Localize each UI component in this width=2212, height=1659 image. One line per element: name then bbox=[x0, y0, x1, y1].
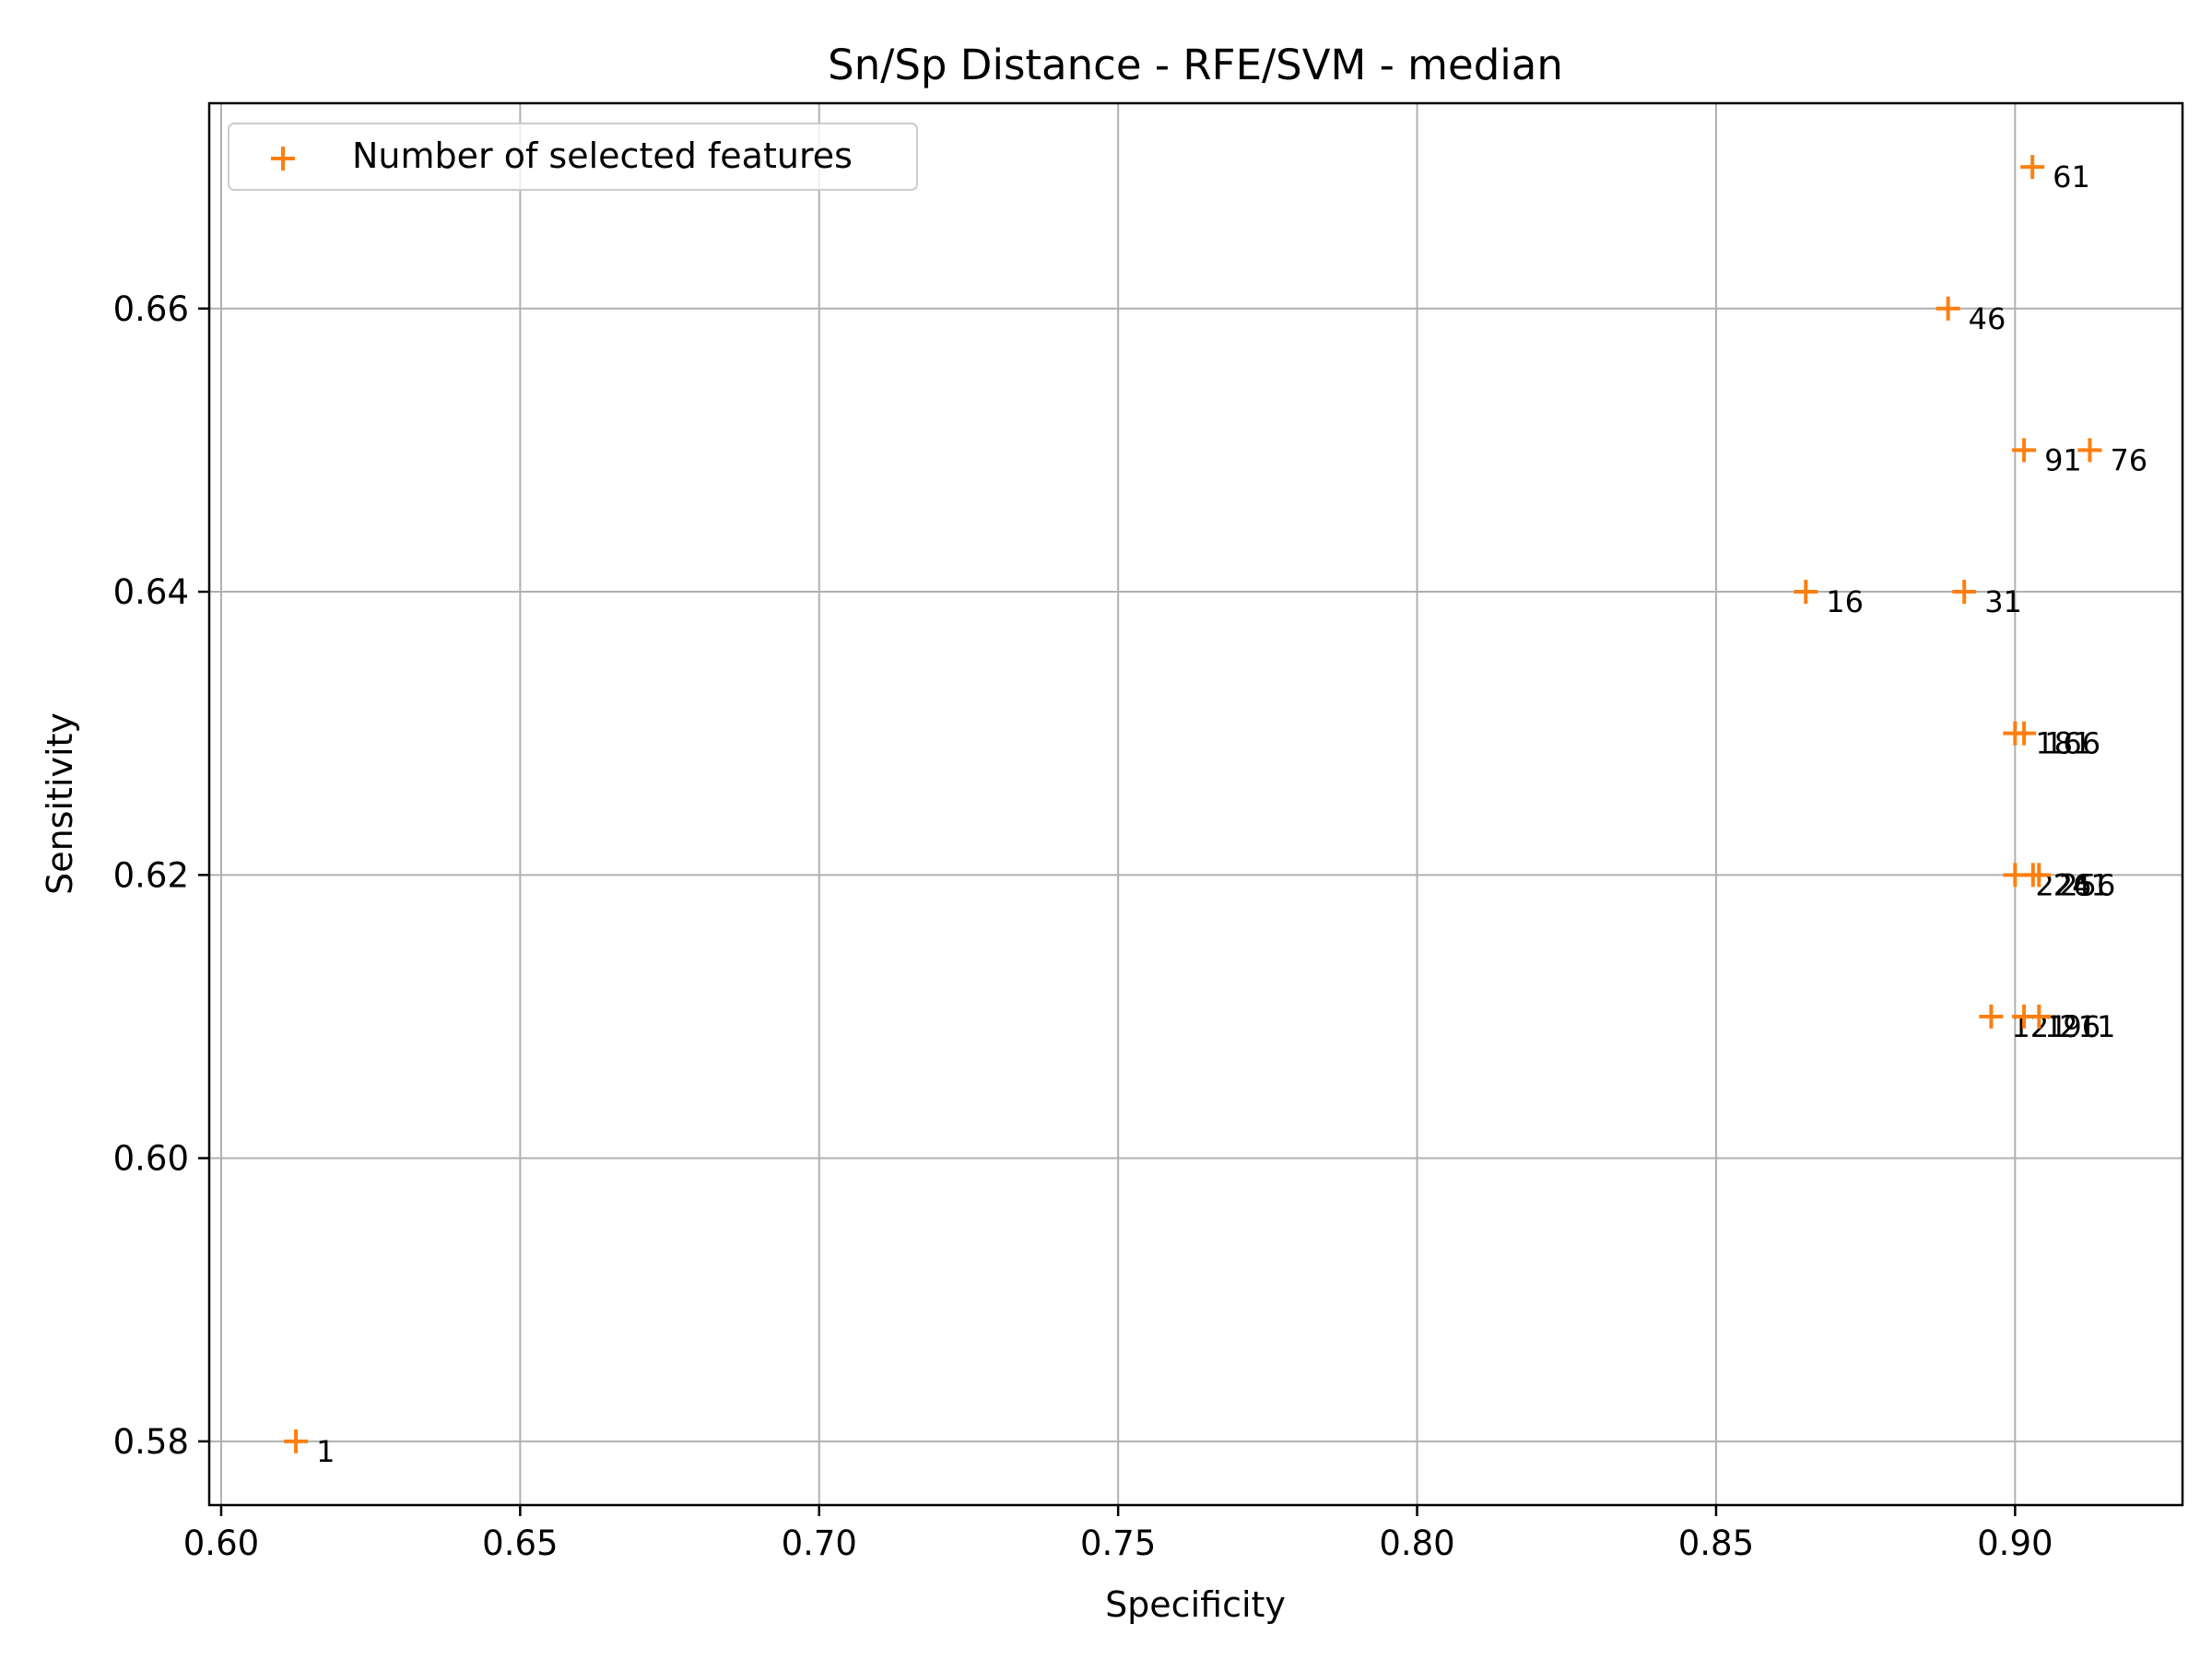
legend: Number of selected features bbox=[228, 123, 918, 191]
plot-frame bbox=[207, 101, 2184, 1507]
y-axis-label: Sensitivity bbox=[40, 712, 80, 895]
data-point bbox=[1794, 580, 1818, 605]
y-axis-ticks: 0.58 0.60 0.62 0.64 0.66 bbox=[113, 289, 209, 1462]
y-tick-label: 0.62 bbox=[113, 855, 189, 895]
point-label: 241 bbox=[2053, 867, 2110, 902]
chart-title: Sn/Sp Distance - RFE/SVM - median bbox=[828, 41, 1563, 89]
data-point bbox=[1979, 1004, 2004, 1029]
data-point bbox=[2027, 863, 2052, 888]
x-tick-label: 0.80 bbox=[1379, 1524, 1454, 1563]
y-tick-label: 0.58 bbox=[113, 1422, 189, 1462]
point-label: 1 bbox=[316, 1434, 335, 1469]
point-label: 31 bbox=[1984, 584, 2022, 619]
x-axis-ticks: 0.60 0.65 0.70 0.75 0.80 0.85 0.90 bbox=[183, 1505, 2053, 1563]
x-tick-label: 0.75 bbox=[1080, 1524, 1156, 1563]
data-point bbox=[2027, 1004, 2052, 1029]
point-label: 16 bbox=[1826, 584, 1864, 619]
legend-label: Number of selected features bbox=[352, 135, 853, 176]
point-label: 91 bbox=[2044, 442, 2082, 477]
x-tick-label: 0.65 bbox=[482, 1524, 558, 1563]
x-axis-label: Specificity bbox=[1105, 1584, 1286, 1625]
point-label: 61 bbox=[2053, 159, 2090, 194]
data-point bbox=[2012, 721, 2037, 746]
point-label: 196 bbox=[2044, 1009, 2100, 1044]
data-point bbox=[2020, 155, 2045, 180]
y-tick-label: 0.66 bbox=[113, 289, 189, 329]
x-tick-label: 0.70 bbox=[782, 1524, 857, 1563]
x-tick-label: 0.85 bbox=[1678, 1524, 1754, 1563]
y-tick-label: 0.64 bbox=[113, 572, 189, 612]
point-label: 181 bbox=[2035, 726, 2091, 761]
data-point bbox=[1936, 296, 1960, 321]
data-point bbox=[2012, 438, 2037, 463]
data-point bbox=[284, 1429, 309, 1453]
x-tick-label: 0.60 bbox=[183, 1524, 259, 1563]
data-point bbox=[2077, 438, 2102, 463]
legend-marker bbox=[271, 147, 295, 171]
data-points: 1163146617691121196211226241256181166 bbox=[284, 155, 2147, 1469]
point-label: 76 bbox=[2110, 442, 2147, 477]
legend-box bbox=[228, 123, 918, 191]
point-label: 46 bbox=[1969, 301, 2006, 336]
point-label: 211 bbox=[2059, 1009, 2115, 1044]
point-label: 256 bbox=[2059, 867, 2115, 902]
y-tick-label: 0.60 bbox=[113, 1139, 189, 1179]
grid bbox=[209, 103, 2183, 1505]
point-label: 166 bbox=[2044, 726, 2100, 761]
x-tick-label: 0.90 bbox=[1977, 1524, 2053, 1563]
data-point bbox=[1952, 580, 1977, 605]
